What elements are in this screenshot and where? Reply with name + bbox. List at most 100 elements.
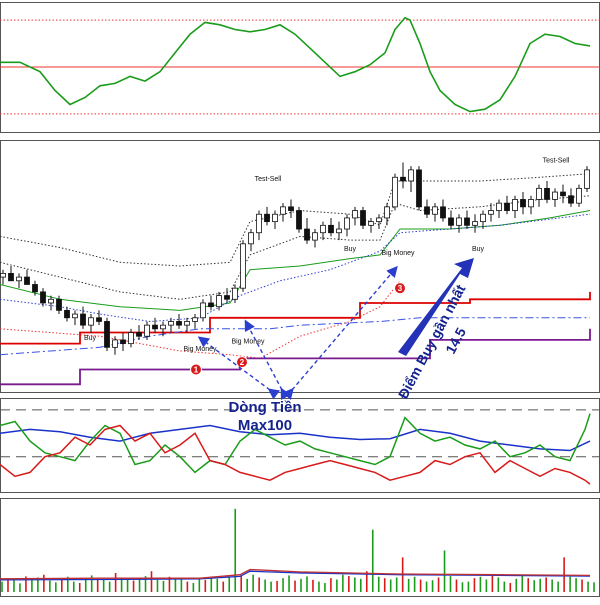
candle <box>488 203 494 222</box>
candle-body <box>216 295 222 308</box>
volume-ma-line-1 <box>0 568 591 580</box>
candle-body <box>536 187 542 200</box>
candle <box>392 173 398 211</box>
candle-body <box>400 176 406 182</box>
candle <box>328 217 334 237</box>
candle-body <box>344 217 350 230</box>
candle <box>24 269 30 285</box>
candle-body <box>568 195 574 204</box>
candle <box>496 199 502 218</box>
candle <box>208 295 214 311</box>
candle-body <box>152 324 158 330</box>
candle <box>528 195 534 215</box>
flow-title-line1: Dòng Tiền <box>228 399 301 416</box>
candle <box>232 284 238 303</box>
candle-body <box>168 321 174 326</box>
volume-ma-line-0 <box>0 570 591 581</box>
candle <box>296 206 302 233</box>
candle <box>464 210 470 230</box>
candle-body <box>104 321 110 348</box>
candle <box>136 325 142 340</box>
candle-body <box>224 295 230 300</box>
signal-marker-label: 3 <box>398 284 403 293</box>
candle <box>432 203 438 222</box>
candle <box>0 269 6 285</box>
candle <box>576 184 582 207</box>
candle <box>360 206 366 230</box>
candle <box>176 314 182 329</box>
candle <box>368 217 374 233</box>
candle-body <box>440 206 446 219</box>
candle-body <box>472 221 478 226</box>
candle <box>416 166 422 211</box>
candle-body <box>8 272 14 282</box>
candle <box>192 314 198 329</box>
candle <box>520 192 526 215</box>
candle-body <box>480 213 486 223</box>
candle-body <box>496 202 502 211</box>
signal-marker: 2 <box>236 356 248 369</box>
candle <box>40 288 46 307</box>
candle-body <box>504 202 510 211</box>
price-annotation: Buy <box>344 246 357 253</box>
price-annotation: Buy <box>84 335 97 342</box>
candle <box>408 166 414 193</box>
candle-body <box>248 232 254 245</box>
signal-marker: 1 <box>190 363 202 376</box>
candle <box>256 210 262 241</box>
candle-body <box>360 210 366 226</box>
price-annotation: Buy <box>472 246 485 253</box>
flow-series-line-0 <box>0 424 591 452</box>
candle-body <box>72 313 78 319</box>
candle <box>440 199 446 222</box>
candle-body <box>368 221 374 226</box>
candle-body <box>32 284 38 293</box>
candle-body <box>576 187 582 204</box>
candle <box>72 310 78 326</box>
candle-body <box>304 228 310 241</box>
candle-body <box>376 217 382 223</box>
candle <box>264 206 270 226</box>
flow-connector-arrow <box>244 319 291 401</box>
price-panel: Test-Sell Test-Sell Buy Buy Buy Big Money Big … <box>0 140 600 393</box>
vol-frame <box>0 498 600 597</box>
volume-panel <box>0 498 600 597</box>
band-middle <box>0 195 591 300</box>
candle-body <box>0 272 6 278</box>
price-annotation: Big Money <box>231 339 265 346</box>
candle <box>544 180 550 204</box>
candle <box>480 210 486 230</box>
candle <box>200 299 206 322</box>
candle <box>312 229 318 248</box>
candle-body <box>24 276 30 285</box>
candle-body <box>520 199 526 208</box>
candle <box>16 273 22 289</box>
candle-body <box>448 217 454 226</box>
candle <box>216 291 222 311</box>
candle-body <box>16 276 22 282</box>
candle <box>64 306 70 322</box>
candle <box>384 203 390 226</box>
signal-marker-label: 1 <box>194 366 199 375</box>
band-blue-dotted <box>0 213 591 323</box>
candle-body <box>144 324 150 337</box>
candle <box>344 214 350 237</box>
candle-body <box>136 332 142 337</box>
candle-body <box>352 210 358 219</box>
flow-series-line-1 <box>0 413 591 474</box>
candle-body <box>416 169 422 208</box>
osc-series-line-0 <box>0 16 591 113</box>
candle <box>184 317 190 333</box>
band-upper <box>0 173 591 267</box>
candle-body <box>408 169 414 182</box>
candle <box>112 336 118 355</box>
candle <box>96 310 102 326</box>
candle <box>424 199 430 218</box>
candle-body <box>80 313 86 326</box>
candle-body <box>208 302 214 308</box>
candle <box>504 195 510 215</box>
candle-body <box>432 206 438 215</box>
candle <box>280 203 286 222</box>
candle-body <box>96 317 102 322</box>
